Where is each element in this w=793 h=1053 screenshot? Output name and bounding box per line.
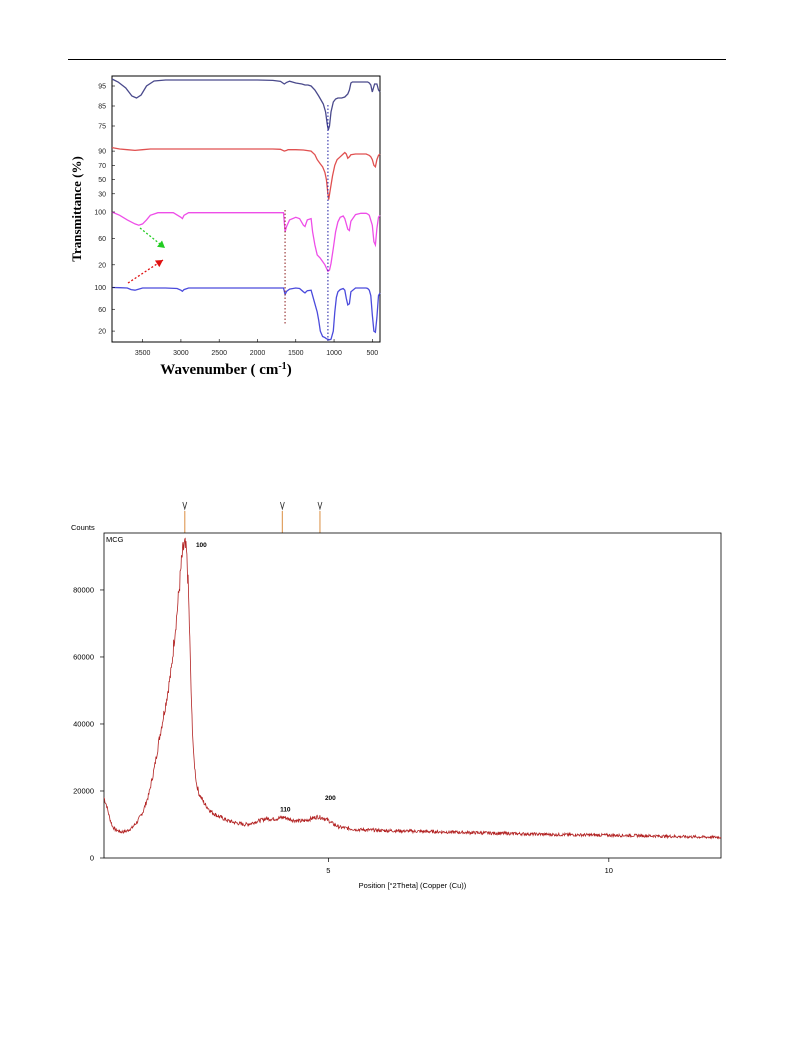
xrd-reference-markers [182, 501, 323, 533]
ftir-chart: 3500 3000 2500 2000 1500 1000 500 95 85 75 90 70 50… [69, 75, 381, 378]
ftir-y-tick-label: 50 [98, 177, 106, 184]
ftir-y-axis-label: Transmittance (%) [69, 156, 84, 262]
ftir-spectrum-2 [111, 146, 381, 200]
ftir-y-tick-label: 100 [94, 210, 106, 217]
ftir-y-tick-label: 20 [98, 262, 106, 269]
xrd-plot-frame [103, 532, 722, 859]
ftir-x-tick-label: 3500 [135, 350, 151, 357]
ftir-y-tick-label: 60 [98, 236, 106, 243]
ftir-y-tick-label: 95 [98, 84, 106, 91]
ftir-y-tick-label: 90 [98, 149, 106, 156]
xrd-peak-label: 110 [280, 807, 291, 814]
xrd-series-layer [103, 537, 722, 840]
xrd-peak-labels: 100 110 200 [196, 542, 336, 814]
ftir-y-tick-label: 100 [94, 285, 106, 292]
ftir-series-layer [111, 78, 381, 341]
xrd-y-tick-label: 80000 [73, 585, 94, 594]
ftir-x-ticks: 3500 3000 2500 2000 1500 1000 500 [135, 339, 378, 357]
ftir-annotations [127, 105, 329, 342]
page-header-rule [68, 59, 726, 60]
xrd-x-tick-label: 5 [326, 866, 330, 875]
xrd-y-tick-label: 40000 [73, 719, 94, 728]
ftir-x-tick-label: 2000 [250, 350, 266, 357]
xrd-peak-label: 200 [325, 795, 336, 802]
ftir-plot-frame [111, 75, 381, 343]
ftir-y-tick-label: 70 [98, 163, 106, 170]
xrd-x-ticks: 5 10 [326, 858, 613, 875]
ftir-y-tick-label: 30 [98, 191, 106, 198]
ftir-spectrum-3 [111, 211, 381, 273]
xrd-chart: MCG Counts 0 20000 40000 60000 80000 5 10 100… [71, 501, 722, 890]
ftir-y-tick-label: 60 [98, 307, 106, 314]
ftir-x-tick-label: 2500 [211, 350, 227, 357]
xrd-y-tick-label: 0 [90, 854, 94, 863]
xrd-title: MCG [106, 535, 124, 544]
ftir-red-arrow [127, 259, 164, 284]
xrd-y-ticks: 0 20000 40000 60000 80000 [73, 585, 104, 863]
xrd-reference-marker [182, 501, 188, 533]
ftir-x-tick-label: 3000 [173, 350, 189, 357]
ftir-x-tick-label: 1000 [326, 350, 342, 357]
xrd-x-axis-label: Position [°2Theta] (Copper (Cu)) [359, 881, 467, 890]
ftir-x-axis-label: Wavenumber ( cm-1) [160, 361, 291, 378]
xrd-y-tick-label: 60000 [73, 652, 94, 661]
ftir-x-tick-label: 500 [366, 350, 378, 357]
xrd-y-tick-label: 20000 [73, 786, 94, 795]
ftir-y-tick-label: 85 [98, 104, 106, 111]
xrd-pattern-line [103, 537, 722, 840]
xrd-reference-marker [317, 501, 323, 533]
ftir-spectrum-1 [111, 78, 381, 131]
ftir-spectrum-4 [111, 286, 381, 341]
xrd-reference-marker [279, 501, 285, 533]
xrd-peak-label: 100 [196, 542, 207, 549]
ftir-y-ticks: 95 85 75 90 70 50 30 100 60 20 100 60 20 [94, 84, 115, 336]
ftir-y-tick-label: 20 [98, 329, 106, 336]
ftir-x-tick-label: 1500 [288, 350, 304, 357]
xrd-x-tick-label: 10 [605, 866, 613, 875]
ftir-green-arrow [139, 227, 166, 249]
ftir-y-tick-label: 75 [98, 124, 106, 131]
xrd-y-axis-label: Counts [71, 523, 95, 532]
